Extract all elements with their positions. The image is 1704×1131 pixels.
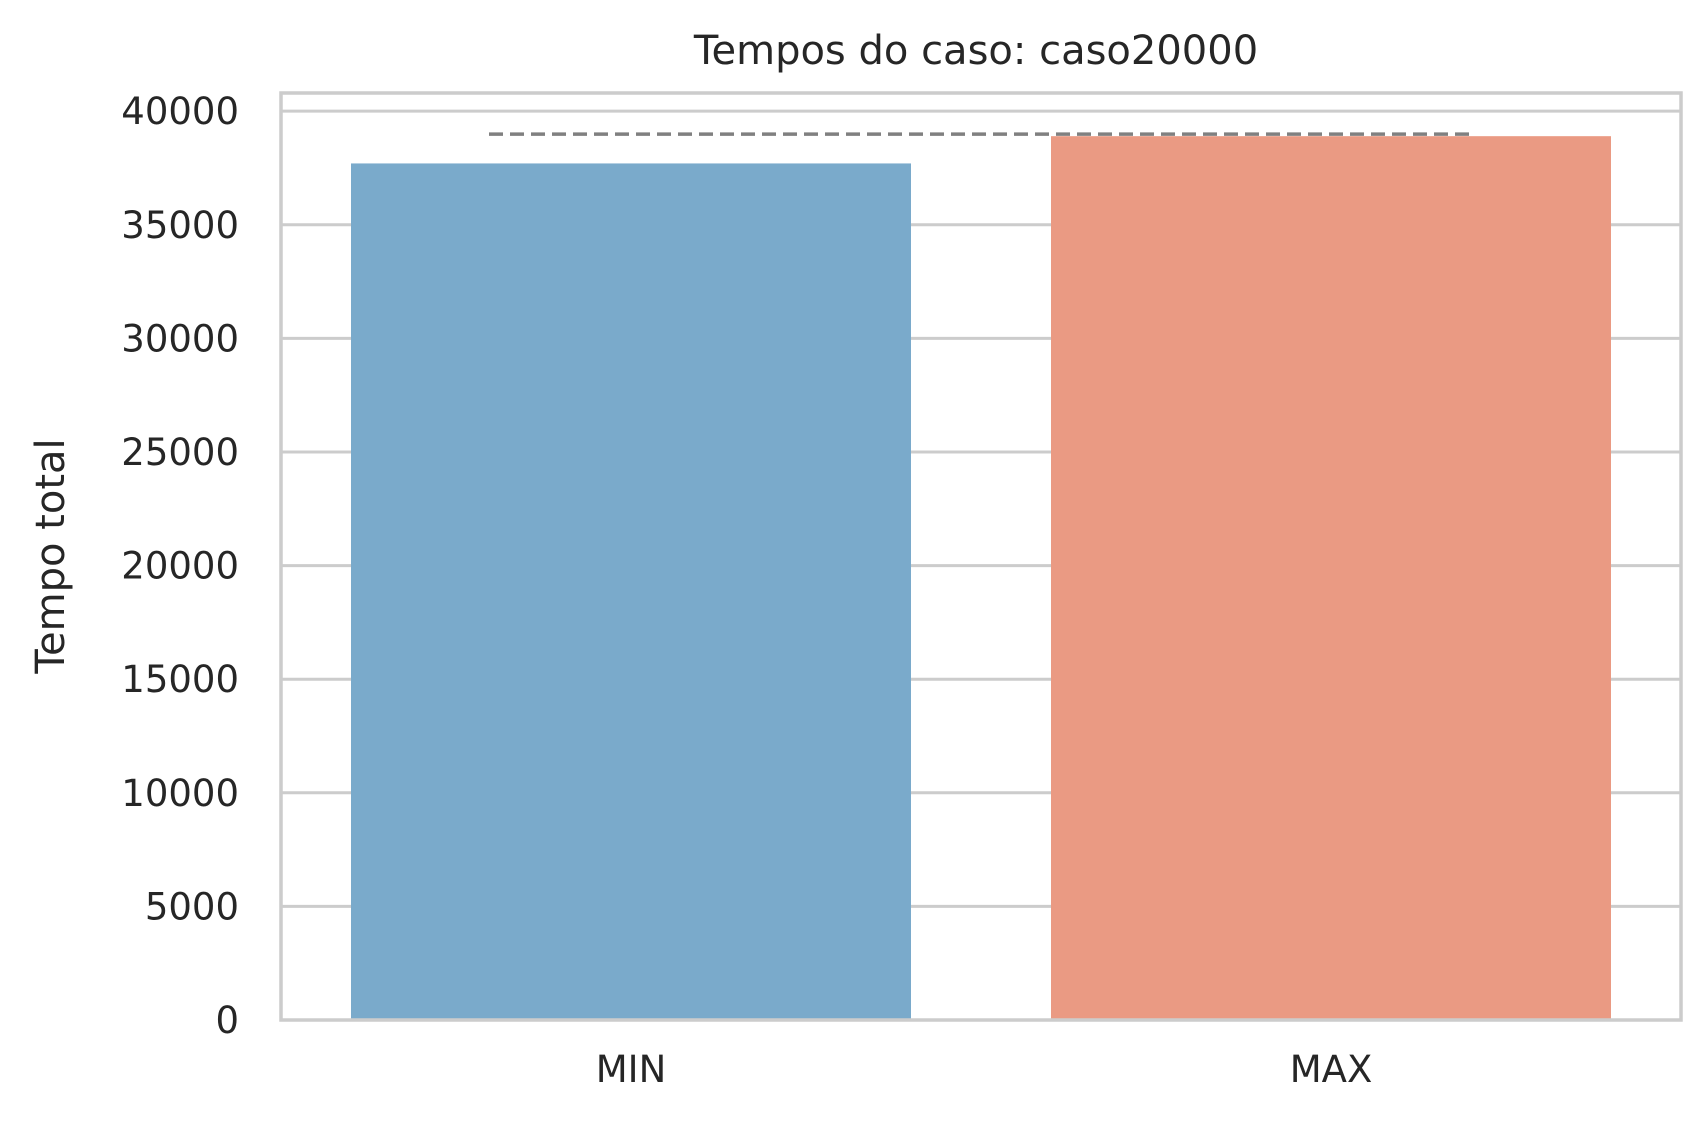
x-tick-label: MAX bbox=[1290, 1048, 1373, 1091]
y-tick-label: 5000 bbox=[145, 885, 239, 928]
y-tick-label: 15000 bbox=[121, 658, 239, 701]
y-tick-label: 35000 bbox=[121, 204, 239, 247]
plot-frame bbox=[279, 91, 1683, 1022]
bar-min bbox=[351, 163, 911, 1020]
x-tick-labels: MIN MAX bbox=[596, 1048, 1373, 1091]
y-tick-label: 30000 bbox=[121, 317, 239, 360]
y-tick-label: 10000 bbox=[121, 772, 239, 815]
bar-max bbox=[1051, 136, 1611, 1020]
y-tick-label: 20000 bbox=[121, 545, 239, 588]
bars bbox=[351, 136, 1611, 1020]
y-tick-label: 40000 bbox=[121, 90, 239, 133]
y-tick-label: 25000 bbox=[121, 431, 239, 474]
chart-title: Tempos do caso: caso20000 bbox=[693, 28, 1258, 74]
x-tick-label: MIN bbox=[596, 1048, 667, 1091]
y-tick-labels: 0 5000 10000 15000 20000 25000 30000 35000 40000 bbox=[121, 90, 239, 1042]
y-axis-label: Tempo total bbox=[28, 438, 74, 674]
y-tick-label: 0 bbox=[215, 999, 239, 1042]
